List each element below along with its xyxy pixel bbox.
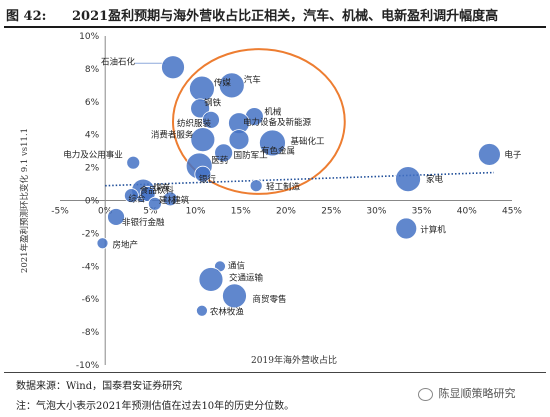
figure-title: 图 42: 2021盈利预期与海外营收占比正相关，汽车、机械、电新盈利调升幅度高 (0, 0, 550, 28)
bubble (190, 127, 216, 153)
bubble (124, 188, 139, 203)
x-tick-label: 35% (412, 207, 432, 217)
y-tick-label: -4% (82, 262, 100, 272)
bubble (196, 304, 208, 317)
x-tick-label: 5% (143, 207, 158, 217)
bubble-label: 商贸零售 (252, 294, 286, 305)
x-tick-label: 45% (502, 207, 522, 217)
bubble-label: 纺织服装 (177, 118, 212, 129)
bubble-label: 非银行金融 (122, 217, 165, 228)
y-tick-label: -2% (82, 229, 100, 239)
bubble-label: 电子 (504, 149, 522, 160)
bubble (218, 72, 245, 99)
bubble (162, 191, 178, 207)
title-rule (4, 26, 546, 28)
bubble-label: 钢铁 (204, 97, 222, 108)
bubble-label: 传媒 (214, 78, 232, 89)
bubble-label: 房地产 (112, 239, 138, 250)
bubble-label: 综合 (128, 194, 146, 205)
bubble-label: 农林牧渔 (210, 307, 245, 318)
bubble (96, 237, 109, 250)
bubble (190, 98, 211, 119)
y-axis-title: 2021年盈利预测环比变化 9.1 vs11.1 (19, 128, 30, 273)
bubble-label: 有色金属 (261, 146, 295, 157)
bubble-label: 计算机 (420, 224, 446, 235)
y-tick-label: -10% (76, 361, 100, 370)
y-tick-label: 10% (79, 32, 99, 42)
y-tick-label: 2% (85, 164, 100, 174)
bubble-label: 石油石化 (101, 56, 136, 67)
x-axis-title: 2019年海外营收占比 (251, 354, 337, 366)
x-tick-label: 30% (366, 207, 386, 217)
bubble-label: 煤炭 (153, 183, 171, 194)
bubble (126, 155, 141, 170)
source-text: 数据来源：Wind，国泰君安证券研究 (16, 381, 183, 392)
bubble (202, 110, 220, 129)
y-tick-label: 6% (85, 98, 100, 108)
watermark: 陈显顺策略研究 (418, 385, 516, 401)
y-tick-label: -6% (82, 295, 100, 305)
bubble (107, 208, 125, 226)
highlight-circle (172, 48, 346, 195)
bubble-label: 通信 (228, 260, 246, 271)
y-tick-label: 4% (85, 131, 100, 141)
bubble-label: 建筑 (172, 195, 190, 206)
bubble (161, 55, 185, 80)
x-tick-label: 0% (98, 207, 113, 217)
bubble-label: 食品饮料 (140, 185, 175, 196)
bubble-label: 家电 (426, 174, 444, 185)
wechat-icon (418, 387, 433, 401)
y-tick-label: 0% (85, 197, 100, 207)
bubble (214, 143, 234, 163)
x-tick-label: 20% (276, 207, 296, 217)
y-tick-label: 8% (85, 65, 100, 75)
bubble-label: 电力及公用事业 (63, 150, 123, 161)
bubble (259, 129, 286, 157)
bubble-label: 消费者服务 (151, 130, 194, 141)
figure-number: 图 42: (6, 9, 47, 24)
x-tick-label: 10% (186, 207, 206, 217)
watermark-text: 陈显顺策略研究 (438, 387, 516, 400)
note-text: 注：气泡大小表示2021年预测估值在过去10年的历史分位数。 (16, 401, 295, 412)
bubble-label: 机械 (264, 107, 282, 118)
bubble (194, 165, 212, 183)
bubble-label: 基础化工 (290, 136, 325, 147)
bubble-label: 电力设备及新能源 (243, 117, 312, 128)
source-rule (4, 372, 546, 373)
bubble-label: 轻工制造 (266, 182, 301, 193)
bubble-label: 汽车 (244, 74, 261, 85)
bubble (189, 75, 215, 102)
bubble-label: 国防军工 (234, 150, 269, 161)
bubble (228, 129, 250, 151)
bubble (395, 166, 421, 193)
x-tick-label: 15% (231, 207, 251, 217)
y-tick-label: -8% (82, 328, 100, 338)
bubble (249, 179, 263, 193)
x-tick-label: 25% (321, 207, 341, 217)
bubble-chart: 10% 8% 6% 4% 2% 0% -2% -4% -6% -8% -10% -5% 0% 5% 10% 1… (19, 32, 522, 370)
bubble (395, 217, 418, 240)
bubble-label: 建材 (159, 195, 177, 206)
bubble (477, 143, 501, 166)
bubble-label: 交通运输 (229, 272, 264, 283)
bubble-label: 医药 (211, 155, 228, 166)
bubble (139, 186, 156, 202)
x-tick-label: -5% (51, 207, 69, 217)
bubble (222, 283, 247, 309)
bubble (148, 196, 162, 211)
figure-title-text: 2021盈利预期与海外营收占比正相关，汽车、机械、电新盈利调升幅度高 (72, 9, 499, 24)
x-tick-label: 40% (457, 207, 477, 217)
bubble-label: 银行 (199, 174, 217, 185)
bubble (198, 267, 224, 292)
